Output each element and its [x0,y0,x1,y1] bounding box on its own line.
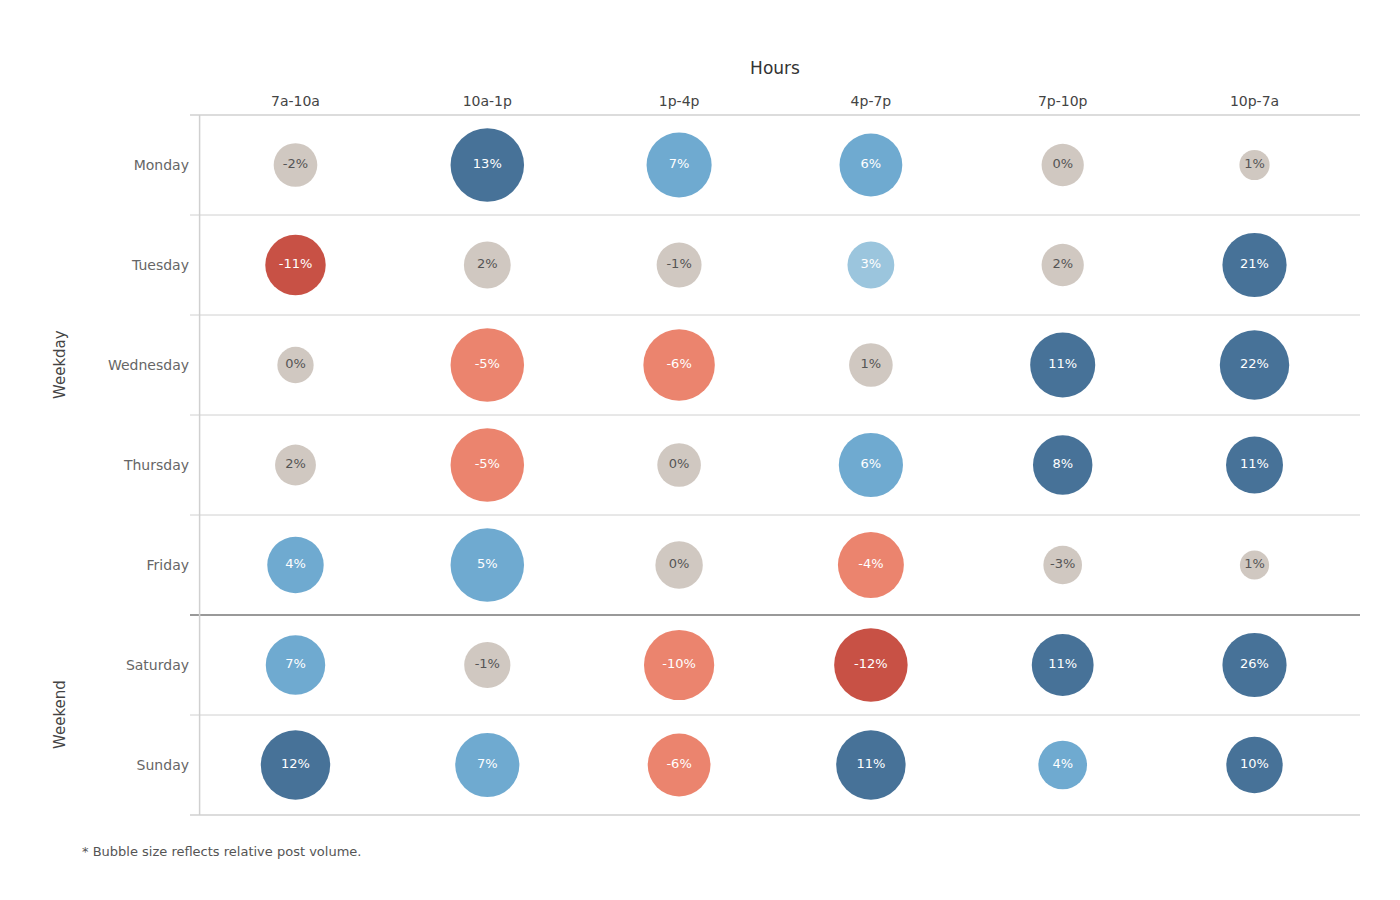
svg-text:Weekend: Weekend [51,680,69,749]
svg-text:11%: 11% [1048,356,1077,371]
svg-text:Saturday: Saturday [126,657,189,673]
svg-text:-6%: -6% [666,356,691,371]
svg-text:Friday: Friday [147,557,189,573]
svg-text:* Bubble size reflects relativ: * Bubble size reflects relative post vol… [82,844,361,859]
svg-text:0%: 0% [285,356,306,371]
svg-text:0%: 0% [1052,156,1073,171]
svg-text:-10%: -10% [662,656,696,671]
svg-text:5%: 5% [477,556,498,571]
svg-text:8%: 8% [1052,456,1073,471]
svg-text:3%: 3% [861,256,882,271]
svg-text:11%: 11% [1240,456,1269,471]
svg-text:2%: 2% [1052,256,1073,271]
svg-text:0%: 0% [669,556,690,571]
svg-text:10a-1p: 10a-1p [463,93,512,109]
svg-text:6%: 6% [861,156,882,171]
svg-text:Wednesday: Wednesday [108,357,189,373]
svg-text:Monday: Monday [134,157,189,173]
svg-text:-6%: -6% [666,756,691,771]
svg-text:10p-7a: 10p-7a [1230,93,1279,109]
svg-text:7a-10a: 7a-10a [271,93,320,109]
svg-text:4p-7p: 4p-7p [851,93,892,109]
svg-text:7%: 7% [285,656,306,671]
svg-text:-12%: -12% [854,656,888,671]
svg-text:-11%: -11% [279,256,313,271]
svg-text:10%: 10% [1240,756,1269,771]
svg-text:26%: 26% [1240,656,1269,671]
svg-text:11%: 11% [1048,656,1077,671]
svg-text:-1%: -1% [666,256,691,271]
svg-text:4%: 4% [1052,756,1073,771]
svg-text:1%: 1% [1244,156,1265,171]
svg-text:7%: 7% [477,756,498,771]
svg-text:4%: 4% [285,556,306,571]
svg-text:12%: 12% [281,756,310,771]
svg-text:6%: 6% [861,456,882,471]
svg-text:0%: 0% [669,456,690,471]
svg-text:11%: 11% [856,756,885,771]
svg-text:1%: 1% [861,356,882,371]
svg-text:Sunday: Sunday [137,757,189,773]
svg-text:-1%: -1% [475,656,500,671]
svg-text:1p-4p: 1p-4p [659,93,700,109]
svg-text:1%: 1% [1244,556,1265,571]
svg-text:7p-10p: 7p-10p [1038,93,1088,109]
svg-text:-2%: -2% [283,156,308,171]
svg-text:21%: 21% [1240,256,1269,271]
svg-text:13%: 13% [473,156,502,171]
svg-text:2%: 2% [285,456,306,471]
svg-text:-5%: -5% [475,356,500,371]
svg-text:2%: 2% [477,256,498,271]
svg-text:7%: 7% [669,156,690,171]
svg-text:-3%: -3% [1050,556,1075,571]
svg-text:22%: 22% [1240,356,1269,371]
svg-text:-5%: -5% [475,456,500,471]
svg-text:Weekday: Weekday [51,330,69,399]
svg-text:Hours: Hours [750,58,800,78]
svg-text:Thursday: Thursday [123,457,189,473]
svg-text:Tuesday: Tuesday [131,257,189,273]
svg-text:-4%: -4% [858,556,883,571]
